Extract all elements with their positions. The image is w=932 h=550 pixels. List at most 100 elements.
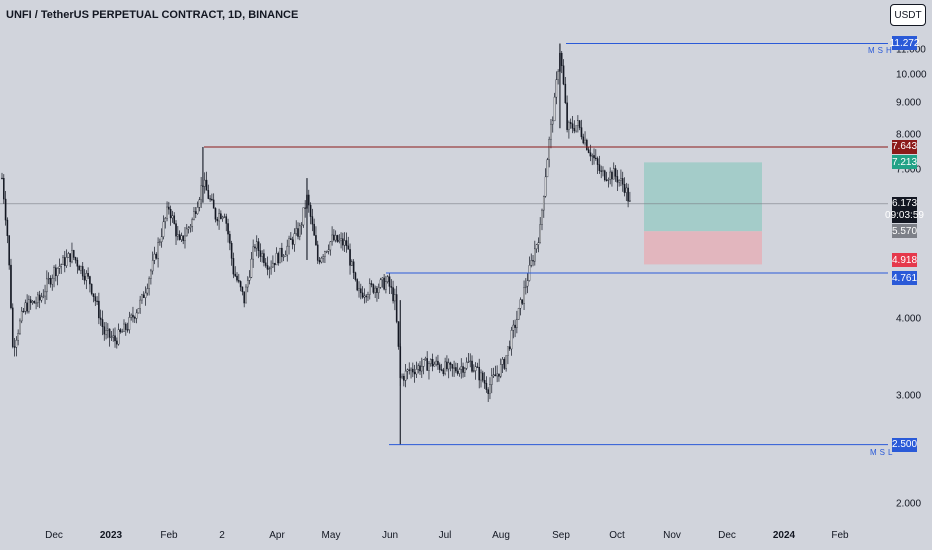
candle-body [214, 208, 217, 220]
candle-body [519, 299, 522, 309]
candle-body [525, 285, 527, 288]
candle-body [514, 324, 516, 328]
candle-body [410, 368, 412, 371]
candle-body [612, 168, 615, 180]
candle-body [544, 176, 547, 197]
time-tick: Jul [438, 530, 452, 541]
candle-body [420, 366, 423, 372]
candle-body [270, 266, 272, 269]
candle-body [263, 253, 265, 264]
candle-body [56, 268, 59, 277]
candle-body [349, 249, 351, 266]
candle-body [347, 245, 350, 250]
candle-body [309, 204, 312, 217]
candle-body [510, 330, 513, 350]
support-price-label: 4.761 [891, 271, 918, 286]
candle-body [11, 307, 14, 347]
candle-body [324, 251, 326, 257]
candle-body [541, 209, 543, 225]
candle-body [255, 241, 258, 249]
price-tick: 9.000 [896, 97, 922, 109]
candle-body [401, 376, 403, 378]
candle-body [507, 346, 509, 356]
candle-body [322, 256, 324, 259]
candle-body [162, 221, 165, 237]
time-tick: 2024 [772, 530, 796, 541]
candle-body [467, 361, 470, 363]
candle-body [92, 293, 95, 297]
candle-body [315, 235, 317, 246]
candle-body [426, 358, 428, 371]
candle-body [264, 262, 267, 266]
candle-body [481, 372, 484, 381]
candle-body [259, 250, 262, 257]
candle-body [356, 279, 359, 291]
candle-body [211, 198, 213, 201]
candle-body [245, 286, 247, 304]
candle-body [241, 286, 244, 292]
candle-body [354, 272, 357, 280]
candle-body [627, 187, 629, 202]
candle-body [453, 367, 455, 369]
candle-body [537, 242, 540, 245]
candle-body [490, 375, 493, 385]
candle-body [15, 339, 18, 348]
time-tick: Dec [45, 530, 63, 541]
candle-body [87, 273, 89, 277]
candle-body [474, 366, 477, 371]
candle-body [320, 257, 323, 263]
candle-body [35, 302, 37, 304]
candle-body [175, 223, 177, 237]
candle-body [550, 123, 552, 140]
candle-body [584, 139, 586, 144]
candle-body [128, 317, 131, 330]
candle-body [555, 79, 558, 98]
candle-body [607, 179, 610, 181]
candle-body [480, 372, 482, 381]
candle-body [26, 302, 28, 312]
candle-body [358, 288, 360, 291]
candle-body [114, 335, 116, 342]
candle-body [343, 240, 346, 246]
candle-body [413, 371, 416, 375]
candle-body [392, 287, 394, 302]
candle-body [85, 273, 88, 281]
candle-body [184, 235, 186, 242]
candle-body [221, 216, 224, 219]
candle-body [37, 294, 39, 304]
candle-body [98, 300, 100, 319]
candle-body [487, 389, 489, 394]
candle-body [404, 370, 407, 381]
candle-body [246, 280, 249, 288]
candle-body [58, 266, 61, 269]
candle-body [595, 157, 597, 160]
candle-body [412, 368, 414, 373]
candle-body [144, 292, 147, 298]
candle-body [257, 241, 260, 251]
candle-body [288, 238, 290, 247]
resistance-price-label: 7.643 [891, 139, 918, 154]
candle-body [177, 234, 179, 237]
candle-body [60, 264, 63, 267]
candle-body [248, 277, 251, 281]
candle-body [360, 288, 362, 294]
currency-button[interactable]: USDT [890, 4, 926, 26]
candle-body [611, 171, 613, 180]
candle-body [600, 170, 602, 172]
candle-body [542, 196, 545, 211]
candle-body [560, 52, 563, 66]
candle-body [105, 330, 107, 335]
candle-body [96, 300, 98, 302]
candle-body [212, 199, 215, 209]
candle-body [318, 260, 321, 263]
candle-body [428, 363, 430, 371]
candle-body [4, 198, 7, 221]
candle-body [63, 257, 66, 266]
stop-zone[interactable] [644, 231, 762, 265]
candle-body [13, 346, 16, 348]
candle-body [107, 328, 109, 331]
candle-body [422, 359, 425, 367]
candle-body [81, 266, 84, 277]
target-zone[interactable] [644, 162, 762, 232]
